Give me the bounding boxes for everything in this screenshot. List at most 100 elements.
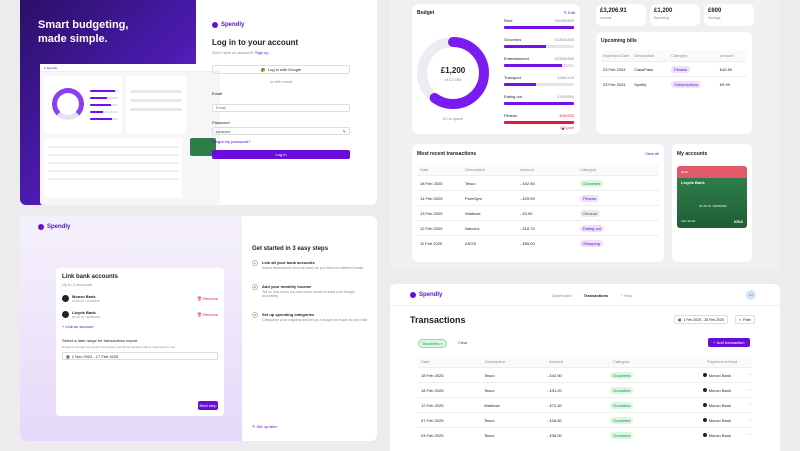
- link-account-link[interactable]: + Link an account: [62, 324, 94, 329]
- remove-account-button[interactable]: 🗑 Remove: [196, 296, 218, 301]
- transaction-row[interactable]: 13 Feb 2025 Waitrose - £3.90 General: [417, 205, 659, 220]
- filter-icon: ≡: [739, 317, 742, 322]
- category-chip: Groceries: [610, 386, 634, 394]
- forgot-password-link[interactable]: Forgot my password?: [212, 139, 251, 144]
- spare-text: £0 to spare: [442, 116, 463, 121]
- donut-subtext: of £2,000: [444, 77, 462, 82]
- google-icon: [260, 67, 265, 72]
- add-transaction-button[interactable]: + Add transaction: [708, 338, 750, 347]
- more-options-icon[interactable]: ⋯: [747, 432, 753, 438]
- more-options-icon[interactable]: ⋯: [747, 417, 753, 423]
- budget-progress-bar: [504, 64, 574, 67]
- password-input[interactable]: •••••••••• ✎: [212, 127, 350, 135]
- category-list: Rent £800/£800 Groceries £180/£300 Entertain…: [504, 18, 574, 130]
- pencil-icon: ✎: [252, 424, 256, 429]
- hero-title: Smart budgeting, made simple.: [38, 19, 129, 45]
- avatar[interactable]: AJ: [746, 290, 756, 300]
- login-button[interactable]: Log in: [212, 150, 350, 159]
- budget-category[interactable]: Fitness £40/£30: [504, 113, 574, 124]
- budget-category[interactable]: Rent £800/£800: [504, 18, 574, 29]
- date-range-input[interactable]: ▦ 1 Nov 2024 - 17 Feb 2025: [62, 352, 218, 360]
- bank-card[interactable]: Debit Lloyds Bank 30-15-76 / 98765432 Al…: [677, 166, 747, 228]
- category-chip: Fitness: [580, 194, 599, 202]
- donut-amount: £1,200: [440, 66, 466, 75]
- bank-account-row: Monzo Bank 04-00-04 / 12345678 🗑 Remove: [62, 294, 218, 303]
- trash-icon: 🗑: [196, 312, 204, 317]
- close-icon[interactable]: ×: [440, 341, 443, 346]
- dashboard-screen: Budget ✎ Edit £1,200 of £2,000 £0 to spa…: [390, 0, 780, 270]
- clear-filters-link[interactable]: Clear: [458, 340, 468, 345]
- setup-later-link[interactable]: ✎ Set up later: [252, 424, 277, 429]
- budget-card: Budget ✎ Edit £1,200 of £2,000 £0 to spa…: [412, 4, 580, 134]
- transaction-row[interactable]: 12 Feb 2025 Nando's - £18.75 Eating out: [417, 220, 659, 235]
- table-row[interactable]: 12 Feb 2025 Waitrose - £72.40 Groceries Monz…: [418, 397, 752, 412]
- bank-icon: [62, 295, 69, 302]
- budget-category[interactable]: Entertainment £250/£300: [504, 56, 574, 67]
- pencil-icon: ✎: [563, 10, 567, 15]
- category-chip: Subscriptions: [671, 80, 702, 88]
- active-filter-chip[interactable]: Groceries ×: [418, 339, 447, 348]
- category-chip: Fitness: [671, 65, 691, 73]
- trash-icon: 🗑: [196, 296, 204, 301]
- transaction-row[interactable]: 18 Feb 2025 Tesco - £42.50 Groceries: [417, 175, 659, 190]
- category-chip: Eating out: [580, 224, 605, 232]
- category-chip: Groceries: [580, 179, 604, 187]
- login-form: Spendly Log in to your account Don't hav…: [212, 22, 350, 159]
- more-options-icon[interactable]: ⋯: [747, 372, 753, 378]
- signup-link[interactable]: Sign up: [255, 50, 269, 55]
- nav-transactions[interactable]: Transactions: [583, 293, 609, 298]
- category-chip: Groceries: [610, 371, 634, 379]
- login-title: Log in to your account: [212, 38, 299, 47]
- bill-row[interactable]: 23 Feb 2024 ClassPass Fitness £40.50: [601, 61, 747, 76]
- budget-category[interactable]: Eating out £100/£80: [504, 94, 574, 105]
- top-nav: Spendly Dashboard Transactions ? Help AJ: [390, 284, 780, 306]
- help-icon: ?: [620, 293, 623, 298]
- bank-icon: [702, 388, 707, 392]
- bill-row[interactable]: 23 Feb 2024 Spotify Subscriptions £9.99: [601, 76, 747, 91]
- table-row[interactable]: 07 Feb 2025 Tesco - £18.60 Groceries Monzo B…: [418, 412, 752, 427]
- category-chip: Groceries: [610, 431, 634, 439]
- stat-card: £1,200 Spending: [650, 4, 700, 26]
- eye-icon[interactable]: ✎: [342, 128, 346, 134]
- bank-icon: [702, 433, 707, 437]
- pagination-dots[interactable]: [562, 128, 568, 130]
- budget-category[interactable]: Groceries £180/£300: [504, 37, 574, 48]
- transaction-row[interactable]: 14 Feb 2025 PureGym - £25.99 Fitness: [417, 190, 659, 205]
- edit-budget-button[interactable]: ✎ Edit: [563, 10, 575, 15]
- password-label: Password: [212, 120, 230, 125]
- google-login-button[interactable]: Log in with Google: [212, 65, 350, 74]
- email-label: Email: [212, 91, 223, 96]
- logo-icon: [38, 224, 44, 230]
- steps-panel: Get started in 3 easy steps 1 Link all yo…: [252, 246, 370, 336]
- nav-help[interactable]: ? Help: [620, 293, 632, 298]
- onboarding-left: Spendly Link bank accounts Up to 3 accou…: [20, 216, 242, 441]
- filter-button[interactable]: ≡ Filter: [735, 315, 755, 324]
- more-options-icon[interactable]: ⋯: [747, 402, 753, 408]
- nav-dashboard[interactable]: Dashboard: [552, 293, 572, 298]
- next-step-button[interactable]: Next step: [198, 401, 218, 410]
- more-options-icon[interactable]: ⋯: [747, 387, 753, 393]
- table-row[interactable]: 03 Feb 2025 Tesco - £35.00 Groceries Monzo B…: [418, 427, 752, 442]
- transaction-row[interactable]: 11 Feb 2025 ASOS - £55.00 Shopping: [417, 235, 659, 250]
- bank-account-row: Lloyds Bank 30-15-76 / 98765432 🗑 Remove: [62, 310, 218, 319]
- remove-account-button[interactable]: 🗑 Remove: [196, 312, 218, 317]
- logo-icon: [212, 22, 218, 28]
- budget-progress-bar: [504, 45, 574, 48]
- table-row[interactable]: 18 Feb 2025 Tesco - £42.50 Groceries Monzo B…: [418, 367, 752, 382]
- budget-donut: [417, 37, 489, 109]
- budget-category[interactable]: Transport £45/£100: [504, 75, 574, 86]
- table-row[interactable]: 16 Feb 2025 Tesco - £31.20 Groceries Monzo B…: [418, 382, 752, 397]
- date-range-button[interactable]: ▦ 1 Feb 2025 - 28 Feb 2025: [674, 315, 728, 324]
- stat-card: £3,206.91 Income: [596, 4, 646, 26]
- link-accounts-panel: Link bank accounts Up to 3 accounts Monz…: [56, 268, 224, 416]
- category-chip: Groceries: [610, 416, 634, 424]
- bank-icon: [62, 311, 69, 318]
- email-input[interactable]: [212, 103, 350, 112]
- hero-panel: Smart budgeting, made simple. ● Spendly: [20, 0, 220, 205]
- view-all-link[interactable]: View all: [645, 151, 659, 156]
- calendar-icon: ▦: [678, 317, 682, 322]
- brand-logo-2: Spendly: [38, 224, 70, 230]
- brand-logo-3: Spendly: [410, 292, 442, 298]
- step-item: 2 Add your monthly income Tell us how much…: [252, 284, 370, 298]
- bank-icon: [702, 418, 707, 422]
